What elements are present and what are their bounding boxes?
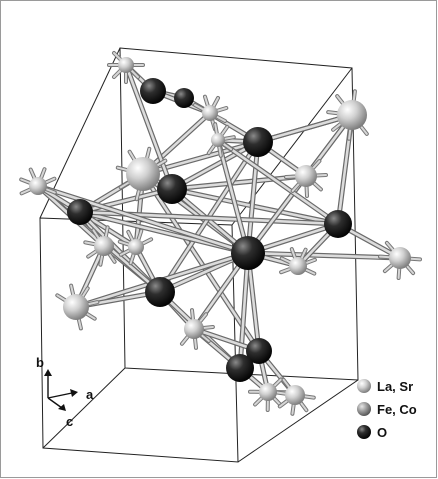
bond bbox=[238, 251, 250, 370]
c-axis-arrowhead bbox=[58, 404, 66, 411]
oxygen-atom bbox=[157, 174, 187, 204]
bond bbox=[124, 63, 174, 191]
legend-label-la-sr: La, Sr bbox=[377, 379, 413, 394]
legend-swatch-la-sr bbox=[357, 379, 371, 393]
bond bbox=[216, 138, 250, 255]
la-sr-atom bbox=[337, 100, 367, 130]
la-sr-atom bbox=[289, 257, 307, 275]
axis-indicator bbox=[44, 369, 78, 411]
la-sr-atom bbox=[211, 133, 225, 147]
bond bbox=[170, 140, 260, 191]
legend-label-fe-co: Fe, Co bbox=[377, 402, 417, 417]
legend-swatch-fe-co bbox=[357, 402, 371, 416]
la-sr-atom bbox=[126, 157, 160, 191]
bond bbox=[78, 187, 174, 214]
oxygen-atom bbox=[226, 354, 254, 382]
a-axis-arrowhead bbox=[70, 389, 78, 397]
legend-swatch-o bbox=[357, 425, 371, 439]
cell-edge bbox=[42, 367, 126, 449]
la-sr-atom bbox=[63, 294, 89, 320]
a-axis-label: a bbox=[86, 387, 94, 402]
a-axis-arrow bbox=[47, 392, 73, 399]
b-axis-label: b bbox=[36, 355, 44, 370]
cell-edge bbox=[237, 379, 359, 463]
c-axis-label: c bbox=[66, 414, 73, 429]
oxygen-atom bbox=[246, 338, 272, 364]
oxygen-atom bbox=[174, 88, 194, 108]
oxygen-atom bbox=[67, 199, 93, 225]
la-sr-atom bbox=[94, 236, 114, 256]
bond bbox=[141, 172, 261, 353]
legend: La, Sr Fe, Co O bbox=[357, 379, 417, 440]
la-sr-atom bbox=[295, 165, 317, 187]
la-sr-atom bbox=[202, 105, 218, 121]
c-axis-arrow bbox=[47, 397, 63, 409]
la-sr-atom bbox=[389, 247, 411, 269]
legend-label-o: O bbox=[377, 425, 387, 440]
la-sr-atom bbox=[184, 319, 204, 339]
oxygen-atom bbox=[140, 78, 166, 104]
la-sr-atom bbox=[259, 383, 277, 401]
bond bbox=[170, 187, 340, 226]
la-sr-atom bbox=[29, 177, 47, 195]
oxygen-atom bbox=[145, 277, 175, 307]
oxygen-atom bbox=[243, 127, 273, 157]
oxygen-atom bbox=[231, 236, 265, 270]
oxygen-atom bbox=[324, 210, 352, 238]
bond bbox=[246, 140, 260, 255]
la-sr-atom bbox=[118, 57, 134, 73]
bond bbox=[170, 174, 308, 191]
atoms bbox=[29, 57, 411, 405]
bond bbox=[216, 138, 340, 226]
bond bbox=[36, 184, 250, 255]
b-axis-arrowhead bbox=[44, 369, 52, 376]
bond bbox=[246, 251, 402, 260]
la-sr-atom bbox=[285, 385, 305, 405]
la-sr-atom bbox=[128, 239, 144, 255]
bond bbox=[256, 113, 354, 144]
